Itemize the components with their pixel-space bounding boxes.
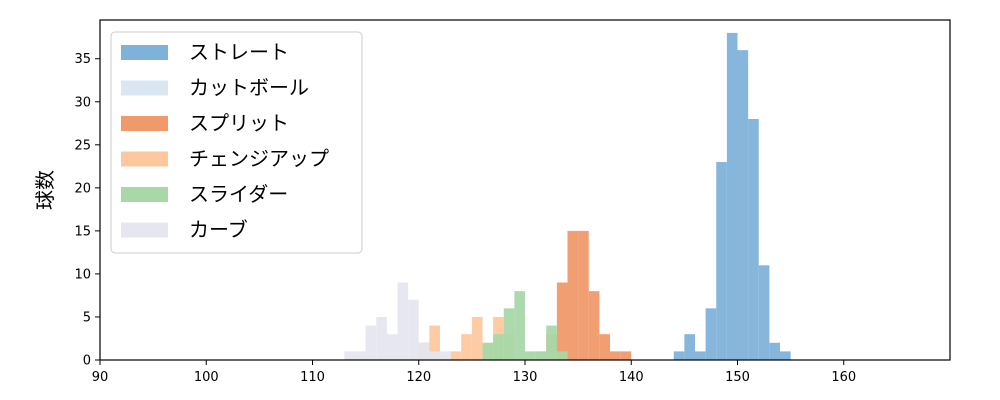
histogram-bar bbox=[588, 291, 600, 360]
histogram-bar bbox=[705, 308, 717, 360]
histogram-bar bbox=[780, 351, 791, 360]
histogram-bar bbox=[748, 118, 759, 361]
histogram-bar bbox=[376, 316, 387, 360]
histogram-bar bbox=[737, 50, 749, 360]
y-tick-label: 25 bbox=[74, 138, 91, 153]
histogram-bar bbox=[610, 351, 621, 360]
histogram-bar bbox=[695, 351, 706, 360]
histogram-bar bbox=[578, 230, 589, 360]
y-tick-label: 5 bbox=[83, 310, 91, 325]
series-5 bbox=[344, 282, 451, 360]
y-axis-title: 球数 bbox=[33, 170, 57, 210]
histogram-bar bbox=[503, 308, 515, 360]
histogram-bar bbox=[461, 334, 472, 360]
histogram-bar bbox=[673, 351, 685, 360]
histogram-bar bbox=[450, 351, 462, 360]
histogram-bar bbox=[556, 282, 568, 360]
x-tick-label: 150 bbox=[725, 370, 750, 385]
x-tick-label: 160 bbox=[831, 370, 856, 385]
legend-swatch bbox=[121, 187, 168, 202]
histogram-bar bbox=[482, 342, 494, 360]
histogram-bar bbox=[769, 342, 781, 360]
legend-label: カーブ bbox=[189, 218, 248, 242]
x-tick-label: 130 bbox=[513, 370, 538, 385]
histogram-bar bbox=[440, 351, 451, 360]
histogram-bar bbox=[758, 265, 770, 360]
x-tick-label: 120 bbox=[406, 370, 431, 385]
histogram-bar bbox=[546, 325, 557, 360]
legend-swatch bbox=[121, 151, 168, 167]
y-tick-label: 10 bbox=[74, 267, 91, 282]
y-tick-label: 20 bbox=[74, 181, 91, 196]
x-axis: 90 100 110 120 130 140 150 160 bbox=[92, 360, 856, 385]
x-tick-label: 100 bbox=[194, 370, 219, 385]
legend-box bbox=[110, 31, 363, 254]
y-tick-label: 35 bbox=[74, 52, 91, 67]
x-tick-label: 110 bbox=[300, 370, 325, 385]
histogram-bar bbox=[620, 351, 632, 360]
series-0 bbox=[673, 32, 791, 361]
histogram-bar bbox=[525, 351, 536, 360]
legend-label: スプリット bbox=[189, 111, 289, 135]
legend-label: ストレート bbox=[189, 40, 289, 64]
series-4 bbox=[482, 291, 568, 360]
histogram-bar bbox=[429, 325, 441, 360]
histogram-bar bbox=[397, 282, 409, 360]
legend-swatch bbox=[121, 45, 168, 60]
legend-label: カットボール bbox=[189, 76, 309, 100]
legend-swatch bbox=[121, 80, 168, 96]
x-tick-label: 90 bbox=[92, 370, 109, 385]
bars-layer bbox=[344, 32, 791, 361]
histogram-bar bbox=[418, 342, 430, 360]
histogram-bar bbox=[408, 299, 419, 360]
histogram-bar bbox=[599, 334, 611, 360]
y-tick-label: 30 bbox=[74, 95, 91, 110]
histogram-bar bbox=[535, 351, 547, 360]
legend-label: スライダー bbox=[189, 182, 288, 206]
series-2 bbox=[546, 230, 632, 360]
histogram-bar bbox=[429, 351, 441, 360]
histogram-bar bbox=[716, 162, 727, 360]
histogram-bar bbox=[365, 325, 377, 360]
histogram-bar bbox=[684, 334, 696, 360]
histogram-bar bbox=[471, 316, 483, 360]
y-tick-label: 15 bbox=[74, 224, 91, 239]
histogram-bar bbox=[514, 291, 526, 360]
histogram-bar bbox=[567, 230, 579, 360]
histogram-bar bbox=[556, 351, 568, 360]
y-tick-label: 0 bbox=[83, 354, 91, 369]
y-axis: 0 5 10 15 20 25 30 35 bbox=[74, 52, 100, 369]
histogram-bar bbox=[726, 32, 738, 360]
histogram-bar bbox=[386, 334, 398, 360]
legend-swatch bbox=[121, 222, 168, 238]
histogram-bar bbox=[493, 334, 504, 360]
legend-swatch bbox=[121, 116, 168, 131]
histogram-bar bbox=[344, 351, 356, 360]
legend-label: チェンジアップ bbox=[189, 147, 329, 171]
histogram-bar bbox=[355, 351, 366, 360]
x-tick-label: 140 bbox=[619, 370, 644, 385]
